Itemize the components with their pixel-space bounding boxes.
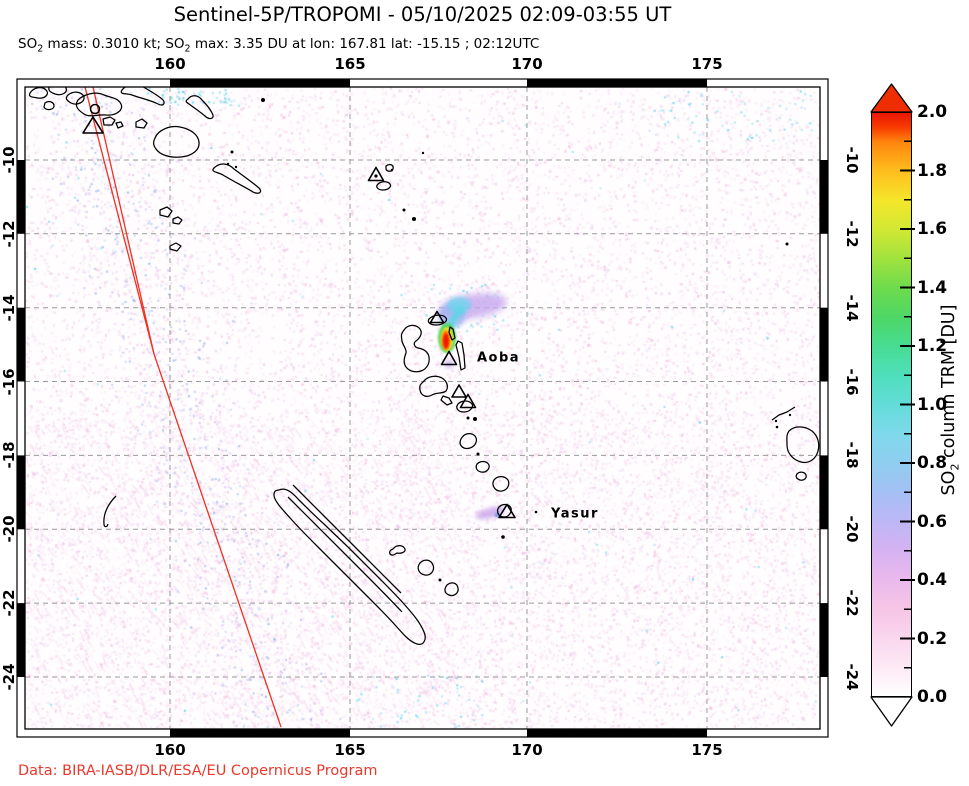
lon-tick-label-top: 160: [154, 55, 186, 73]
cbar-label-sub: 2: [948, 463, 962, 471]
lon-tick-label-top: 165: [334, 55, 366, 73]
lat-tick-label-right: -18: [843, 441, 861, 469]
neatline-top-seg: [527, 79, 707, 87]
subtitle-sub1: 2: [37, 43, 44, 55]
colorbar-tick-label: 1.4: [917, 277, 948, 298]
lat-tick-label-right: -16: [843, 367, 861, 396]
lat-tick-label-left: -16: [0, 367, 18, 396]
colorbar-gradient: [871, 112, 912, 697]
cbar-label-seg1: SO: [938, 470, 959, 496]
colorbar-tick-label: 2.0: [917, 102, 948, 122]
subtitle-sub2: 2: [184, 43, 191, 55]
lat-tick-label-right: -10: [843, 146, 861, 174]
cbar-label-seg2: column TRM [DU]: [938, 304, 959, 464]
lat-tick-label-left: -14: [0, 294, 18, 322]
volcano-label-aoba: Aoba: [477, 350, 521, 366]
lat-tick-label-right: -22: [843, 589, 861, 617]
neatline-right-seg: [820, 160, 828, 234]
colorbar-tick-label: 1.8: [917, 160, 948, 181]
subtitle-seg3: max: 3.35 DU at lon: 167.81 lat: -15.15 …: [190, 36, 540, 52]
colorbar-tick-label: 0.0: [917, 687, 948, 707]
plot-subtitle: SO2 mass: 0.3010 kt; SO2 max: 3.35 DU at…: [18, 36, 539, 55]
neatline-left-seg: [17, 455, 25, 530]
lat-tick-label-left: -12: [0, 220, 18, 248]
colorbar-tick-label: 0.2: [917, 628, 948, 649]
neatline-left-seg: [17, 603, 25, 677]
lat-tick-label-left: -18: [0, 441, 18, 469]
lat-tick-label-right: -14: [843, 294, 861, 322]
neatline-bottom-seg: [527, 729, 707, 737]
lon-tick-label-top: 170: [511, 55, 543, 73]
neatline-right-seg: [820, 307, 828, 382]
lon-tick-label-bottom: 170: [511, 741, 543, 759]
lon-tick-label-bottom: 160: [154, 741, 186, 759]
lat-tick-label-right: -12: [843, 220, 861, 248]
colorbar-tick-label: 1.0: [917, 394, 948, 415]
neatline-left-seg: [17, 307, 25, 382]
colorbar-under-arrow: [870, 696, 913, 727]
colorbar-tick-label: 1.6: [917, 219, 948, 239]
lat-tick-label-left: -24: [0, 663, 18, 691]
lon-tick-label-bottom: 165: [334, 741, 366, 759]
colorbar-tick-label: 0.4: [917, 570, 948, 590]
colorbar-tick-label: 0.6: [917, 511, 948, 532]
lat-tick-label-left: -10: [0, 146, 18, 174]
colorbar-over-arrow: [870, 83, 913, 113]
subtitle-seg2: mass: 0.3010 kt; SO: [43, 36, 185, 52]
lat-tick-label-left: -20: [0, 515, 18, 543]
neatline-left-seg: [17, 160, 25, 234]
lat-tick-label-right: -24: [843, 663, 861, 691]
colorbar-tick-label: 0.8: [917, 453, 948, 473]
lon-tick-label-top: 175: [691, 55, 723, 73]
neatline-right-seg: [820, 603, 828, 677]
map-noise-field: [25, 87, 820, 729]
neatline-right-seg: [820, 455, 828, 530]
colorbar-tick-label: 1.2: [917, 336, 948, 356]
volcano-label-yasur: Yasur: [551, 506, 599, 522]
subtitle-seg1: SO: [18, 36, 38, 52]
lat-tick-label-left: -22: [0, 589, 18, 617]
page-title: Sentinel-5P/TROPOMI - 05/10/2025 02:09-0…: [173, 3, 672, 26]
credit-text: Data: BIRA-IASB/DLR/ESA/EU Copernicus Pr…: [18, 763, 378, 779]
neatline-top-seg: [170, 79, 350, 87]
lat-tick-label-right: -20: [843, 515, 861, 543]
lon-tick-label-bottom: 175: [691, 741, 723, 759]
neatline-bottom-seg: [170, 729, 350, 737]
